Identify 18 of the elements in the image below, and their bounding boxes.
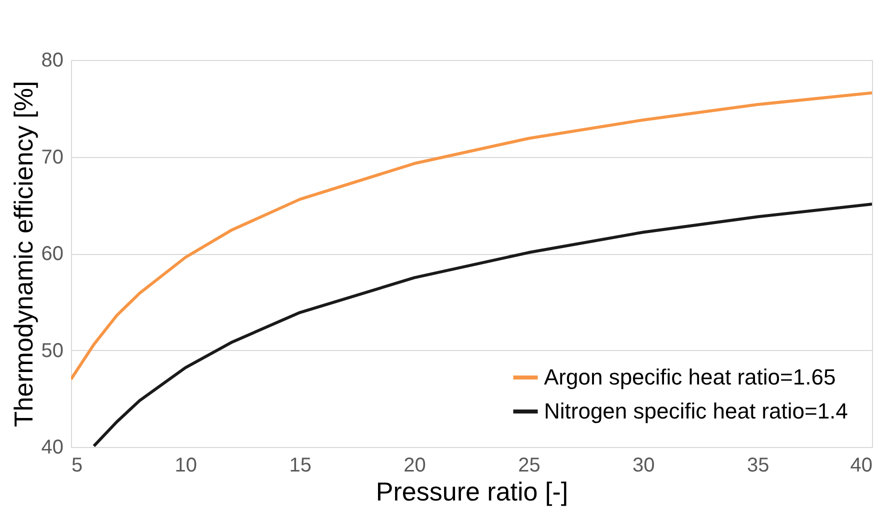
x-tick-label: 5 <box>72 454 83 476</box>
x-tick-label: 30 <box>632 454 655 476</box>
y-tick-label: 60 <box>41 243 64 265</box>
x-tick-label: 40 <box>850 454 872 476</box>
y-tick-label: 80 <box>41 50 64 72</box>
x-tick-label: 25 <box>518 454 540 476</box>
y-axis-title: Thermodynamic efficiency [%] <box>8 80 38 428</box>
x-tick-label: 35 <box>746 454 770 476</box>
legend-label: Argon specific heat ratio=1.65 <box>544 364 836 390</box>
x-axis-title: Pressure ratio [-] <box>376 476 568 506</box>
y-tick-label: 50 <box>41 340 64 362</box>
x-tick-label: 20 <box>404 454 426 476</box>
legend-label: Nitrogen specific heat ratio=1.4 <box>544 398 848 424</box>
x-tick-label: 15 <box>289 454 312 476</box>
y-tick-label: 70 <box>41 146 64 168</box>
line-series <box>92 202 872 447</box>
x-tick-label: 10 <box>174 454 198 476</box>
y-tick-label: 40 <box>41 436 64 458</box>
